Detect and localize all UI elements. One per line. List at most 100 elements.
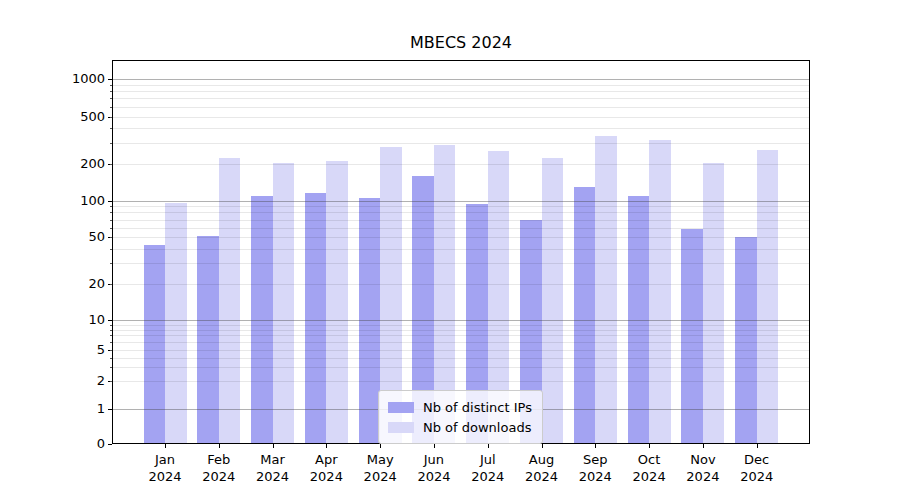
- grid-line-minor: [113, 164, 809, 165]
- grid-line-minor: [113, 249, 809, 250]
- bar-ips-dec: [735, 237, 757, 444]
- bar-downloads-sep: [595, 136, 617, 444]
- y-minor-tick-mark: [110, 284, 112, 285]
- x-tick-mark: [326, 444, 327, 448]
- y-minor-tick-mark: [110, 330, 112, 331]
- y-minor-tick-mark: [110, 91, 112, 92]
- bar-ips-apr: [305, 193, 327, 444]
- y-minor-tick-mark: [110, 249, 112, 250]
- x-tick-mark: [595, 444, 596, 448]
- grid-line-minor: [113, 128, 809, 129]
- x-tick-mark: [542, 444, 543, 448]
- x-tick-mark: [649, 444, 650, 448]
- y-minor-tick-mark: [110, 128, 112, 129]
- grid-line-minor: [113, 206, 809, 207]
- bar-ips-may: [359, 198, 381, 444]
- grid-line-minor: [113, 381, 809, 382]
- x-tick-mark: [488, 444, 489, 448]
- grid-line-minor: [113, 358, 809, 359]
- grid-line-minor: [113, 117, 809, 118]
- grid-line-minor: [113, 263, 809, 264]
- grid-line-major: [113, 320, 809, 321]
- y-tick-label: 100: [30, 194, 105, 208]
- y-minor-tick-mark: [110, 367, 112, 368]
- legend-label-ips: Nb of distinct IPs: [423, 400, 532, 415]
- bar-downloads-oct: [649, 140, 671, 444]
- y-minor-tick-mark: [110, 164, 112, 165]
- bar-downloads-dec: [757, 150, 779, 444]
- bar-ips-sep: [574, 187, 596, 444]
- y-tick-label: 200: [30, 157, 105, 171]
- bar-downloads-apr: [326, 161, 348, 444]
- x-tick-mark: [165, 444, 166, 448]
- x-tick-mark: [703, 444, 704, 448]
- grid-line-minor: [113, 220, 809, 221]
- y-minor-tick-mark: [110, 117, 112, 118]
- x-tick-mark: [273, 444, 274, 448]
- bar-ips-jan: [144, 245, 166, 444]
- y-minor-tick-mark: [110, 263, 112, 264]
- y-tick-label: 5: [30, 343, 105, 357]
- y-minor-tick-mark: [110, 85, 112, 86]
- y-minor-tick-mark: [110, 143, 112, 144]
- legend-swatch-downloads: [388, 422, 414, 433]
- y-minor-tick-mark: [110, 237, 112, 238]
- y-tick-label: 10: [30, 313, 105, 327]
- grid-line-minor: [113, 143, 809, 144]
- legend-row-ips: Nb of distinct IPs: [388, 397, 532, 417]
- grid-line-minor: [113, 98, 809, 99]
- grid-line-minor: [113, 237, 809, 238]
- y-minor-tick-mark: [110, 358, 112, 359]
- grid-line-minor: [113, 91, 809, 92]
- y-minor-tick-mark: [110, 350, 112, 351]
- y-tick-label: 1: [30, 402, 105, 416]
- y-tick-mark: [108, 320, 112, 321]
- y-minor-tick-mark: [110, 220, 112, 221]
- y-tick-label: 20: [30, 277, 105, 291]
- grid-line-minor: [113, 330, 809, 331]
- y-minor-tick-mark: [110, 325, 112, 326]
- y-tick-mark: [108, 444, 112, 445]
- grid-line-major: [113, 79, 809, 80]
- x-tick-mark: [219, 444, 220, 448]
- y-tick-label: 2: [30, 374, 105, 388]
- legend: Nb of distinct IPs Nb of downloads: [378, 390, 543, 444]
- y-tick-mark: [108, 79, 112, 80]
- grid-line-minor: [113, 107, 809, 108]
- chart-canvas: MBECS 2024 01251020501002005001000Jan202…: [0, 0, 900, 500]
- bar-downloads-nov: [703, 163, 725, 444]
- grid-line-minor: [113, 212, 809, 213]
- grid-line-minor: [113, 350, 809, 351]
- y-minor-tick-mark: [110, 228, 112, 229]
- grid-line-minor: [113, 85, 809, 86]
- grid-line-minor: [113, 325, 809, 326]
- legend-row-downloads: Nb of downloads: [388, 417, 532, 437]
- y-tick-mark: [108, 409, 112, 410]
- x-tick-mark: [380, 444, 381, 448]
- bar-downloads-mar: [273, 163, 295, 444]
- x-tick-label: Dec2024: [725, 451, 789, 485]
- y-tick-mark: [108, 201, 112, 202]
- y-minor-tick-mark: [110, 335, 112, 336]
- y-minor-tick-mark: [110, 212, 112, 213]
- grid-line-major: [113, 201, 809, 202]
- legend-swatch-ips: [388, 402, 414, 413]
- y-tick-label: 500: [30, 110, 105, 124]
- grid-line-minor: [113, 228, 809, 229]
- y-minor-tick-mark: [110, 206, 112, 207]
- grid-line-minor: [113, 284, 809, 285]
- y-tick-label: 0: [30, 437, 105, 451]
- x-tick-mark: [757, 444, 758, 448]
- y-minor-tick-mark: [110, 381, 112, 382]
- bar-ips-feb: [197, 236, 219, 444]
- grid-line-minor: [113, 367, 809, 368]
- grid-line-minor: [113, 335, 809, 336]
- y-minor-tick-mark: [110, 107, 112, 108]
- x-tick-mark: [434, 444, 435, 448]
- y-minor-tick-mark: [110, 342, 112, 343]
- y-minor-tick-mark: [110, 98, 112, 99]
- grid-line-minor: [113, 342, 809, 343]
- legend-label-downloads: Nb of downloads: [423, 420, 531, 435]
- y-tick-label: 50: [30, 230, 105, 244]
- y-tick-label: 1000: [30, 72, 105, 86]
